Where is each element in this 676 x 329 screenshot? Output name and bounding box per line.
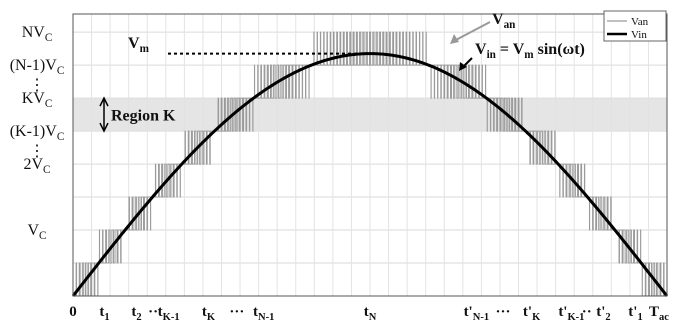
vm-label: Vm bbox=[128, 35, 150, 55]
x-tick-label: t'2 bbox=[596, 304, 610, 323]
x-tick-label: t'K bbox=[523, 304, 541, 323]
vin-equation: Vin = Vm sin(ωt) bbox=[475, 41, 585, 61]
x-tick-label: t1 bbox=[99, 304, 109, 323]
x-tick-label: t'K-1 bbox=[558, 304, 584, 323]
x-tick-label: t'N-1 bbox=[464, 304, 490, 323]
x-tick-label: ··· bbox=[229, 304, 244, 320]
van-series bbox=[73, 31, 668, 297]
x-tick-label: tN bbox=[364, 304, 377, 323]
y-tick-label: KVC bbox=[22, 90, 53, 110]
van-pwm-trace bbox=[73, 31, 668, 297]
x-tick-label: tK-1 bbox=[158, 304, 180, 323]
region-k-arrow-bottom bbox=[99, 122, 109, 133]
legend-entry: Vin bbox=[631, 29, 647, 41]
y-tick-label: (N-1)VC bbox=[10, 57, 65, 77]
x-tick-label: 0 bbox=[69, 304, 77, 320]
y-tick-label: ⋮ bbox=[29, 143, 45, 160]
plot-frame bbox=[72, 13, 668, 297]
x-tick-label: t'1 bbox=[628, 304, 642, 323]
x-tick-label: Tac bbox=[649, 304, 669, 323]
y-tick-label: 2VC bbox=[23, 156, 50, 176]
y-tick-label: ⋮ bbox=[29, 77, 45, 94]
y-tick-label: VC bbox=[27, 222, 46, 242]
x-tick-label: t2 bbox=[131, 304, 141, 323]
legend-box bbox=[603, 10, 667, 42]
x-tick-label: ··· bbox=[496, 304, 511, 320]
van-arrow-head bbox=[450, 34, 459, 44]
x-tick-label: tN-1 bbox=[253, 304, 274, 323]
x-tick-labels: 0 t1 t2 ·· tK-1 tK ··· tN-1 tN t'N-1 ··· t'K t'K-1··… bbox=[69, 304, 669, 323]
y-tick-label: (K-1)VC bbox=[10, 123, 65, 143]
x-tick-label: ·· bbox=[148, 304, 158, 320]
vin-series bbox=[71, 52, 669, 297]
x-tick-label: ·· bbox=[582, 304, 592, 320]
van-arrow bbox=[451, 21, 491, 43]
vin-arrow-head bbox=[459, 62, 467, 71]
x-tick-label: tK bbox=[202, 304, 216, 323]
region-k-band bbox=[73, 98, 667, 132]
region-k-label: Region K bbox=[111, 108, 176, 125]
region-k-arrow-top bbox=[99, 96, 109, 107]
legend-entry: Van bbox=[631, 16, 649, 28]
y-tick-label: NVC bbox=[22, 24, 53, 44]
